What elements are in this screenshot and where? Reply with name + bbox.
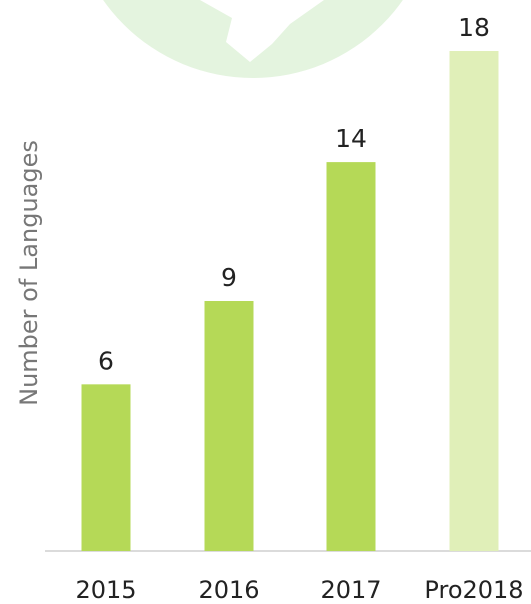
globe-decoration <box>103 0 403 78</box>
y-axis-label: Number of Languages <box>15 140 43 406</box>
globe-landmass-shape <box>200 0 324 62</box>
value-label-2017: 14 <box>335 124 367 153</box>
value-label-2016: 9 <box>221 263 237 292</box>
category-label-2015: 2015 <box>75 576 136 604</box>
category-label-pro2018: Pro2018 <box>424 576 523 604</box>
bar-2015 <box>81 384 131 551</box>
value-labels-group: 6 9 14 18 <box>98 13 490 375</box>
value-label-2015: 6 <box>98 346 114 375</box>
bar-2017 <box>326 162 376 551</box>
category-label-2017: 2017 <box>320 576 381 604</box>
value-label-pro2018: 18 <box>458 13 490 42</box>
bar-pro2018 <box>449 51 499 551</box>
bar-2016 <box>204 301 254 551</box>
category-label-2016: 2016 <box>198 576 259 604</box>
bars-group <box>81 51 499 551</box>
category-labels-group: 2015 2016 2017 Pro2018 <box>75 576 523 604</box>
